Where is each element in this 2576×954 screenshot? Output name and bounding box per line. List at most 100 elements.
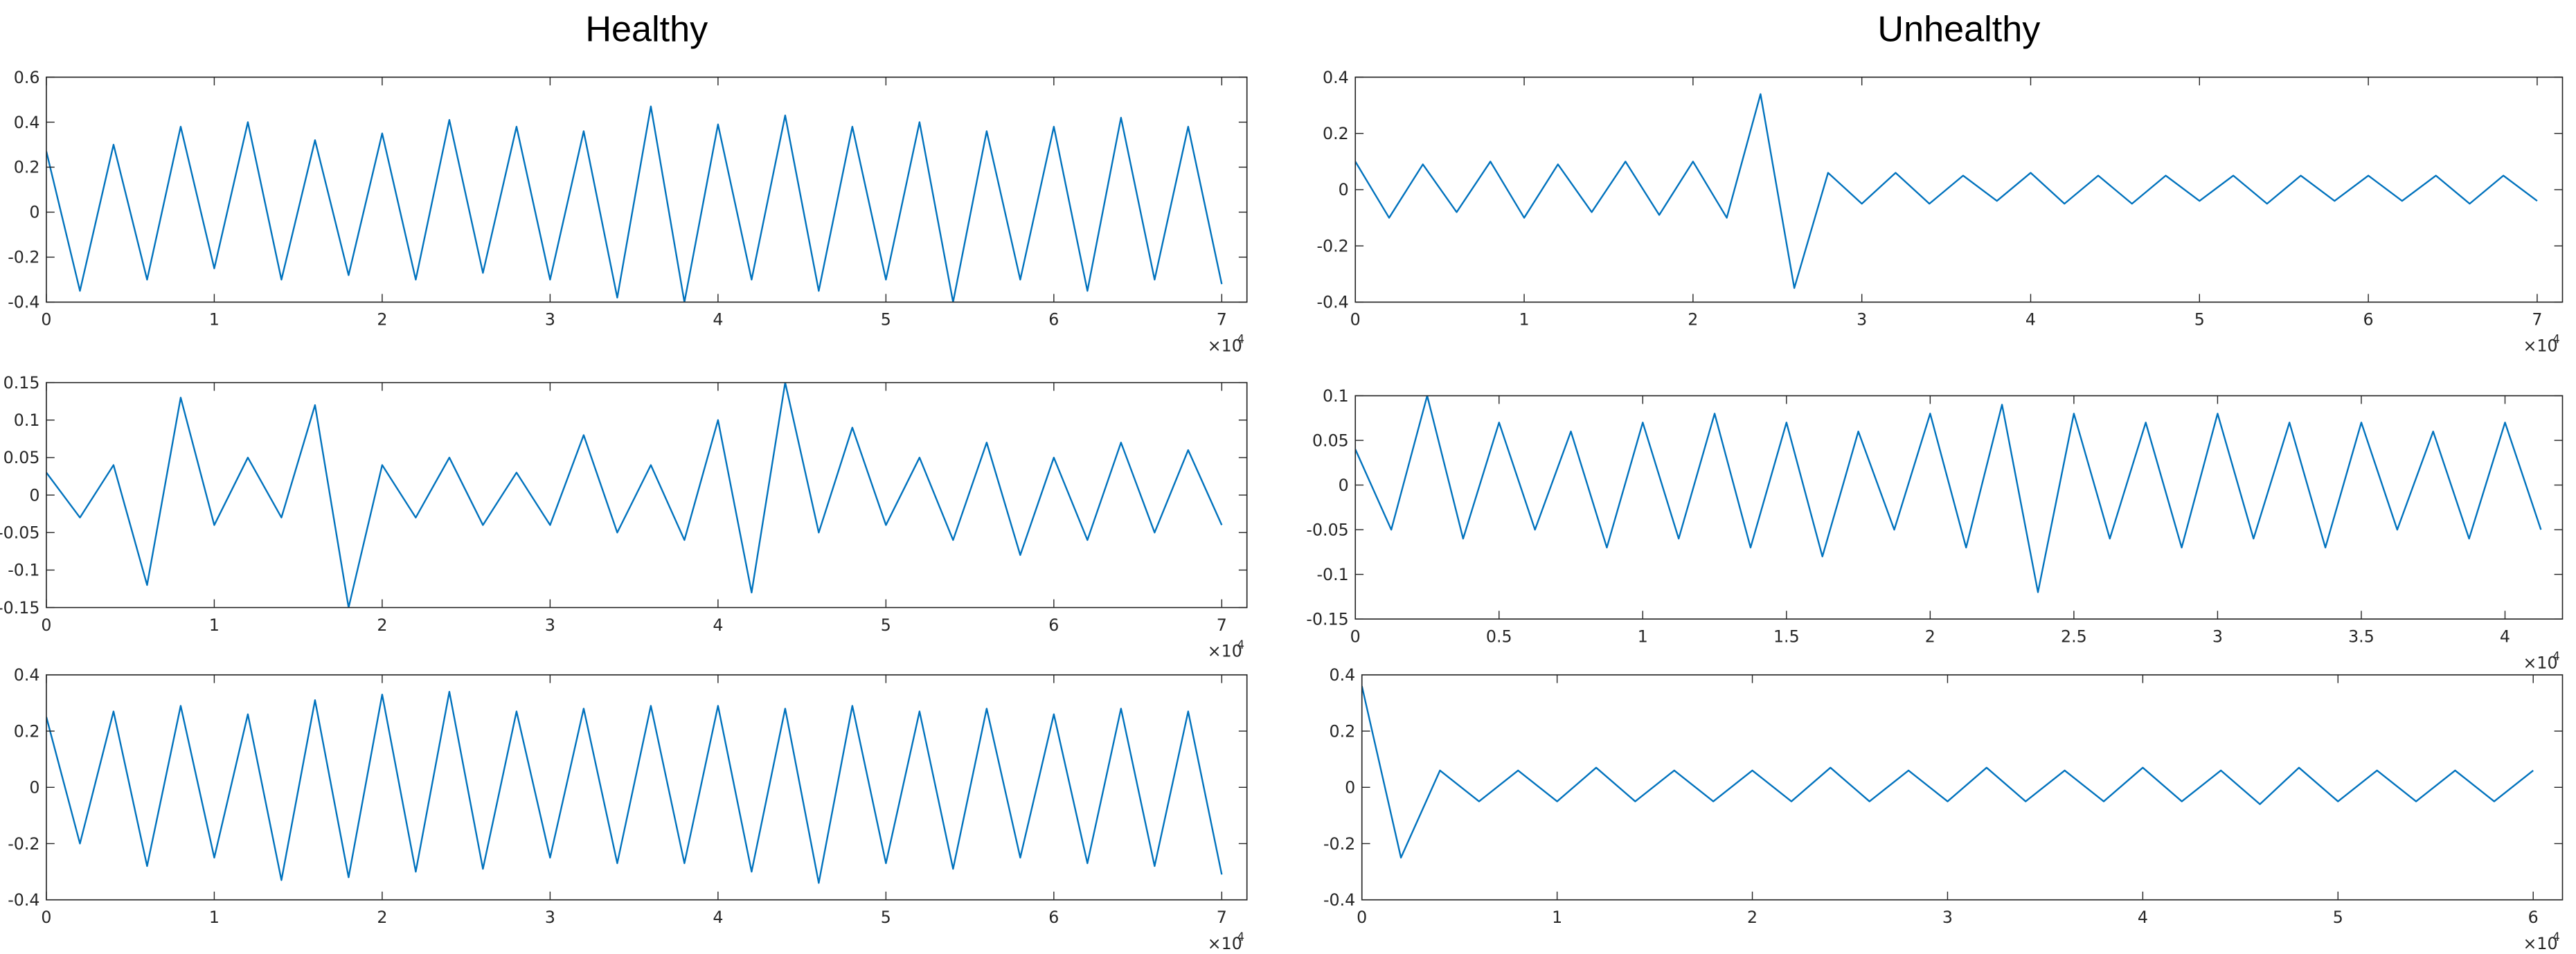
x-tick-label: 6 bbox=[1048, 310, 1059, 330]
x-tick-label: 7 bbox=[1217, 615, 1227, 635]
x-exponent: 4 bbox=[1237, 930, 1244, 944]
y-tick-label: 0 bbox=[29, 203, 39, 222]
x-tick-label: 5 bbox=[881, 615, 891, 635]
plot-area bbox=[1355, 77, 2563, 303]
x-tick-label: 1 bbox=[1638, 627, 1648, 646]
x-tick-label: 3 bbox=[545, 908, 555, 927]
x-exponent: 4 bbox=[2552, 333, 2560, 346]
x-multiplier: ×10 bbox=[2523, 336, 2558, 356]
y-tick-label: 0 bbox=[29, 485, 39, 505]
x-tick-label: 3 bbox=[1942, 908, 1953, 927]
x-exponent: 4 bbox=[1237, 333, 1244, 346]
y-tick-label: -0.2 bbox=[1317, 236, 1349, 255]
plot-area bbox=[46, 382, 1247, 608]
y-tick-label: 0.4 bbox=[1330, 665, 1356, 685]
x-multiplier: ×10 bbox=[2523, 934, 2558, 953]
subplot-title: Unhealthy bbox=[1877, 9, 2040, 49]
signal-line bbox=[1361, 685, 2534, 858]
signal-line bbox=[46, 690, 1223, 884]
x-multiplier: ×10 bbox=[2523, 653, 2558, 672]
x-tick-label: 0 bbox=[1350, 627, 1361, 646]
x-tick-label: 7 bbox=[2532, 310, 2542, 330]
x-tick-label: 2 bbox=[377, 615, 387, 635]
x-tick-label: 2 bbox=[1688, 310, 1698, 330]
x-multiplier: ×10 bbox=[1208, 336, 1242, 356]
signal-line bbox=[46, 105, 1223, 303]
x-tick-label: 6 bbox=[2528, 908, 2539, 927]
y-tick-label: -0.05 bbox=[0, 523, 39, 543]
y-tick-label: -0.15 bbox=[0, 598, 39, 618]
x-tick-label: 6 bbox=[1048, 615, 1059, 635]
x-tick-label: 3.5 bbox=[2348, 627, 2374, 646]
y-tick-label: 0.2 bbox=[14, 158, 40, 177]
x-tick-label: 1 bbox=[209, 310, 220, 330]
subplot: -0.4-0.200.20.40 1 2 3 4 5 6×104 bbox=[1323, 665, 2564, 953]
x-tick-label: 1.5 bbox=[1773, 627, 1800, 646]
signal-line bbox=[1355, 395, 2542, 593]
x-tick-label: 6 bbox=[2363, 310, 2374, 330]
y-tick-label: 0.1 bbox=[1323, 386, 1349, 406]
x-tick-label: 0 bbox=[1357, 908, 1367, 927]
x-tick-label: 7 bbox=[1217, 908, 1227, 927]
y-tick-label: 0 bbox=[1339, 476, 1349, 495]
x-tick-label: 0.5 bbox=[1486, 627, 1512, 646]
y-tick-label: 0.05 bbox=[3, 448, 40, 467]
x-tick-label: 0 bbox=[41, 310, 51, 330]
x-tick-label: 4 bbox=[2025, 310, 2036, 330]
plot-area bbox=[46, 674, 1247, 900]
x-tick-label: 2.5 bbox=[2061, 627, 2087, 646]
y-tick-label: -0.15 bbox=[1306, 609, 1348, 629]
signal-line bbox=[1355, 93, 2538, 289]
y-tick-label: 0.05 bbox=[1312, 431, 1349, 450]
x-tick-label: 4 bbox=[2138, 908, 2148, 927]
x-tick-label: 3 bbox=[1857, 310, 1867, 330]
y-tick-label: -0.2 bbox=[8, 248, 39, 267]
x-tick-label: 5 bbox=[881, 310, 891, 330]
x-tick-label: 0 bbox=[41, 908, 51, 927]
axes-frame bbox=[1354, 76, 2564, 303]
x-tick-label: 1 bbox=[1519, 310, 1530, 330]
y-tick-label: -0.1 bbox=[8, 561, 39, 580]
x-tick-label: 4 bbox=[713, 310, 723, 330]
axes-frame bbox=[46, 381, 1248, 609]
y-tick-label: 0.2 bbox=[1330, 721, 1356, 741]
x-exponent: 4 bbox=[2552, 649, 2560, 663]
x-tick-label: 4 bbox=[713, 908, 723, 927]
x-tick-label: 2 bbox=[377, 310, 387, 330]
subplot: -0.4-0.200.20.40 1 2 3 4 5 6 7×104 bbox=[8, 665, 1248, 953]
y-tick-label: 0.15 bbox=[3, 373, 40, 393]
x-tick-label: 4 bbox=[2500, 627, 2510, 646]
plot-area bbox=[46, 77, 1247, 303]
subplot-title: Healthy bbox=[585, 9, 708, 49]
axes-frame bbox=[46, 76, 1248, 303]
x-tick-label: 3 bbox=[545, 615, 555, 635]
x-tick-label: 5 bbox=[2333, 908, 2343, 927]
axes-frame bbox=[1361, 674, 2564, 901]
y-tick-label: -0.05 bbox=[1306, 520, 1348, 539]
subplot: Healthy-0.4-0.200.20.40.60 1 2 3 4 5 6 7×104 bbox=[8, 9, 1248, 356]
x-multiplier: ×10 bbox=[1208, 934, 1242, 953]
y-tick-label: 0.4 bbox=[14, 665, 40, 685]
axes-frame bbox=[1354, 395, 2564, 620]
x-tick-label: 0 bbox=[1350, 310, 1361, 330]
x-tick-label: 5 bbox=[881, 908, 891, 927]
plot-area bbox=[1355, 395, 2563, 620]
subplot: Unhealthy-0.4-0.200.20.40 1 2 3 4 5 6 7×104 bbox=[1317, 9, 2564, 356]
x-tick-label: 3 bbox=[2212, 627, 2223, 646]
x-tick-label: 6 bbox=[1048, 908, 1059, 927]
y-tick-label: -0.1 bbox=[1317, 565, 1349, 584]
x-tick-label: 3 bbox=[545, 310, 555, 330]
y-tick-label: -0.2 bbox=[1323, 834, 1355, 854]
x-tick-label: 1 bbox=[1552, 908, 1562, 927]
y-tick-label: 0.4 bbox=[1323, 68, 1349, 87]
x-exponent: 4 bbox=[2552, 930, 2560, 944]
x-tick-label: 4 bbox=[713, 615, 723, 635]
x-tick-label: 1 bbox=[209, 615, 220, 635]
y-tick-label: -0.4 bbox=[8, 293, 39, 312]
y-tick-label: 0 bbox=[1345, 778, 1355, 798]
x-exponent: 4 bbox=[1237, 638, 1244, 651]
y-tick-label: -0.2 bbox=[8, 834, 39, 854]
x-tick-label: 0 bbox=[41, 615, 51, 635]
